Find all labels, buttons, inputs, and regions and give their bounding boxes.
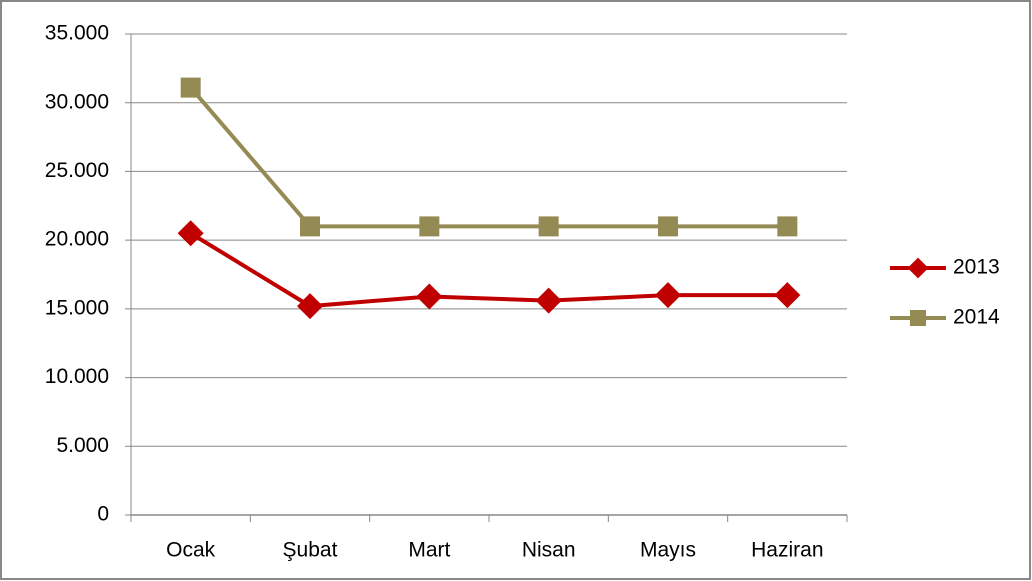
marker [297, 293, 323, 320]
marker [655, 282, 681, 309]
series-line [189, 231, 788, 309]
y-tick-label: 30.000 [45, 90, 109, 113]
x-tick-label: Nisan [522, 539, 576, 562]
x-tick-label: Mayıs [640, 539, 696, 562]
marker [777, 216, 798, 237]
marker [419, 216, 440, 237]
marker [535, 287, 562, 314]
x-tick-label: Ocak [166, 539, 216, 562]
marker [416, 283, 443, 310]
y-tick-label: 20.000 [45, 228, 109, 251]
marker [910, 310, 926, 326]
x-tick-label: Şubat [283, 539, 338, 562]
legend-label: 2013 [953, 256, 1000, 279]
marker [180, 77, 201, 98]
y-tick-label: 0 [97, 503, 109, 526]
marker [538, 216, 559, 237]
marker [774, 282, 801, 309]
y-tick-label: 10.000 [45, 365, 109, 388]
y-tick-label: 5.000 [56, 434, 109, 457]
y-tick-label: 25.000 [45, 159, 109, 182]
marker [658, 216, 678, 237]
y-tick-label: 35.000 [45, 22, 109, 45]
x-tick-label: Haziran [751, 539, 823, 562]
series-line [189, 86, 788, 229]
marker [177, 220, 204, 247]
marker [300, 216, 320, 237]
y-tick-label: 15.000 [45, 296, 109, 319]
legend-label: 2014 [953, 306, 1000, 329]
marker [907, 257, 929, 279]
x-tick-label: Mart [408, 539, 450, 562]
